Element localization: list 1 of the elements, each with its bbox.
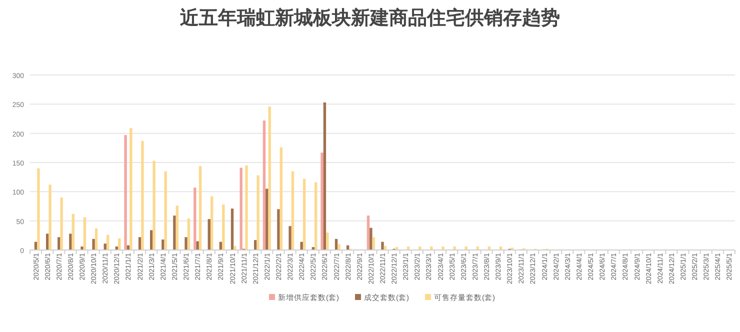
chart-title: 近五年瑞虹新城板块新建商品住宅供销存趋势 bbox=[179, 7, 560, 29]
